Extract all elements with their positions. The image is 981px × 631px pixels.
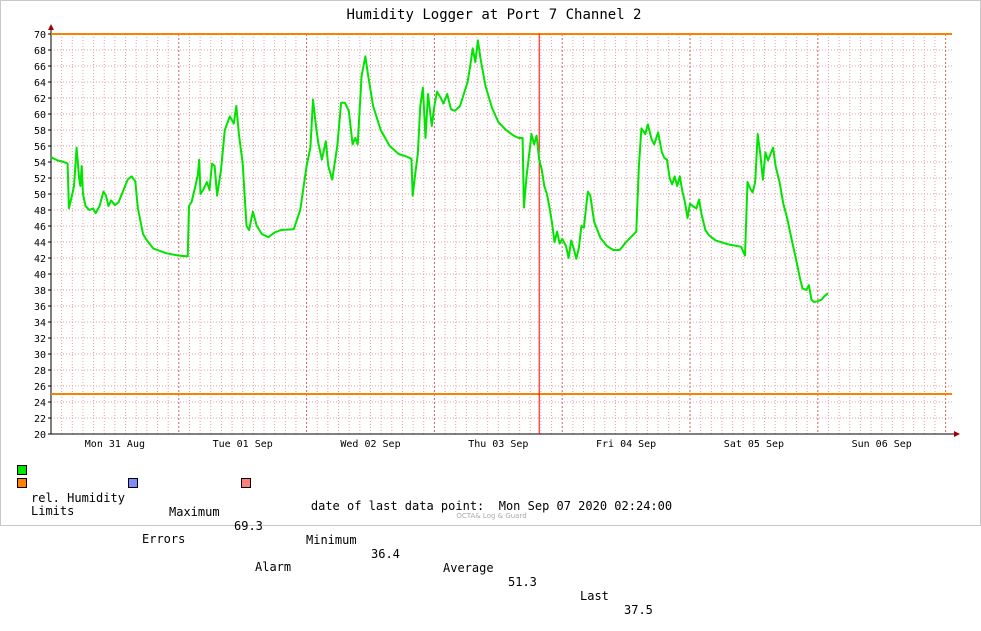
y-tick-label: 44 — [34, 238, 46, 249]
credit-watermark: OCTA& Log & Guard — [456, 512, 527, 520]
y-tick-label: 52 — [34, 174, 46, 185]
x-tick-label: Thu 03 Sep — [468, 439, 528, 450]
y-tick-label: 60 — [34, 110, 46, 121]
x-axis-arrow — [954, 431, 960, 437]
x-tick-label: Sat 05 Sep — [724, 439, 784, 450]
average-value: 51.3 — [508, 575, 537, 589]
y-tick-label: 56 — [34, 142, 46, 153]
minimum-label: Minimum — [306, 533, 357, 547]
average-label: Average — [443, 561, 494, 575]
y-tick-label: 46 — [34, 222, 46, 233]
y-tick-label: 34 — [34, 318, 46, 329]
alarm-swatch — [241, 478, 251, 488]
x-tick-label: Tue 01 Sep — [213, 439, 273, 450]
chart-frame: Humidity Logger at Port 7 Channel 2 20 22… — [0, 0, 981, 617]
axes — [48, 24, 960, 437]
y-tick-label: 22 — [34, 414, 46, 425]
series-group — [50, 39, 829, 303]
chart-title: Humidity Logger at Port 7 Channel 2 — [346, 7, 641, 23]
legend-row-humidity: rel. Humidity Maximum 69.3 Minimum 36.4 … — [17, 463, 653, 617]
y-tick-label: 42 — [34, 254, 46, 265]
y-tick-label: 40 — [34, 270, 46, 281]
errors-swatch — [128, 478, 138, 488]
legend-alarm-label: Alarm — [255, 560, 292, 574]
y-tick-label: 58 — [34, 126, 46, 137]
legend-row-status: Limits Errors Alarm — [17, 476, 291, 574]
y-tick-label: 70 — [34, 30, 46, 41]
y-tick-label: 32 — [34, 334, 46, 345]
tick-labels: 20 22 24 26 28 30 32 34 36 38 40 42 44 46 48 50 52 54 56 58… — [34, 30, 912, 450]
humidity-series-line — [50, 39, 829, 303]
y-tick-label: 20 — [34, 430, 46, 441]
x-tick-label: Mon 31 Aug — [85, 439, 145, 450]
y-tick-label: 62 — [34, 94, 46, 105]
minimum-value: 36.4 — [371, 547, 400, 561]
last-value: 37.5 — [624, 603, 653, 617]
last-data-point: date of last data point: Mon Sep 07 2020… — [310, 499, 673, 513]
y-tick-label: 68 — [34, 46, 46, 57]
y-tick-label: 38 — [34, 286, 46, 297]
y-tick-label: 48 — [34, 206, 46, 217]
y-tick-label: 54 — [34, 158, 46, 169]
x-tick-label: Wed 02 Sep — [340, 439, 400, 450]
y-tick-label: 26 — [34, 382, 46, 393]
humidity-chart: Humidity Logger at Port 7 Channel 2 20 22… — [34, 7, 960, 450]
humidity-swatch — [17, 465, 27, 475]
y-tick-label: 66 — [34, 62, 46, 73]
maximum-label: Maximum — [169, 505, 220, 519]
y-tick-label: 24 — [34, 398, 46, 409]
y-tick-label: 64 — [34, 78, 46, 89]
y-axis-arrow — [48, 24, 54, 30]
x-tick-label: Fri 04 Sep — [596, 439, 656, 450]
maximum-value: 69.3 — [234, 519, 263, 533]
y-tick-label: 30 — [34, 350, 46, 361]
limit-lines — [51, 33, 952, 434]
y-tick-label: 50 — [34, 190, 46, 201]
y-tick-label: 28 — [34, 366, 46, 377]
legend-limits-label: Limits — [31, 504, 75, 518]
last-label: Last — [580, 589, 609, 603]
legend-humidity-label: rel. Humidity — [31, 491, 125, 505]
legend-errors-label: Errors — [142, 532, 186, 546]
x-tick-label: Sun 06 Sep — [852, 439, 912, 450]
grid — [51, 33, 952, 434]
limits-swatch — [17, 478, 27, 488]
y-tick-label: 36 — [34, 302, 46, 313]
